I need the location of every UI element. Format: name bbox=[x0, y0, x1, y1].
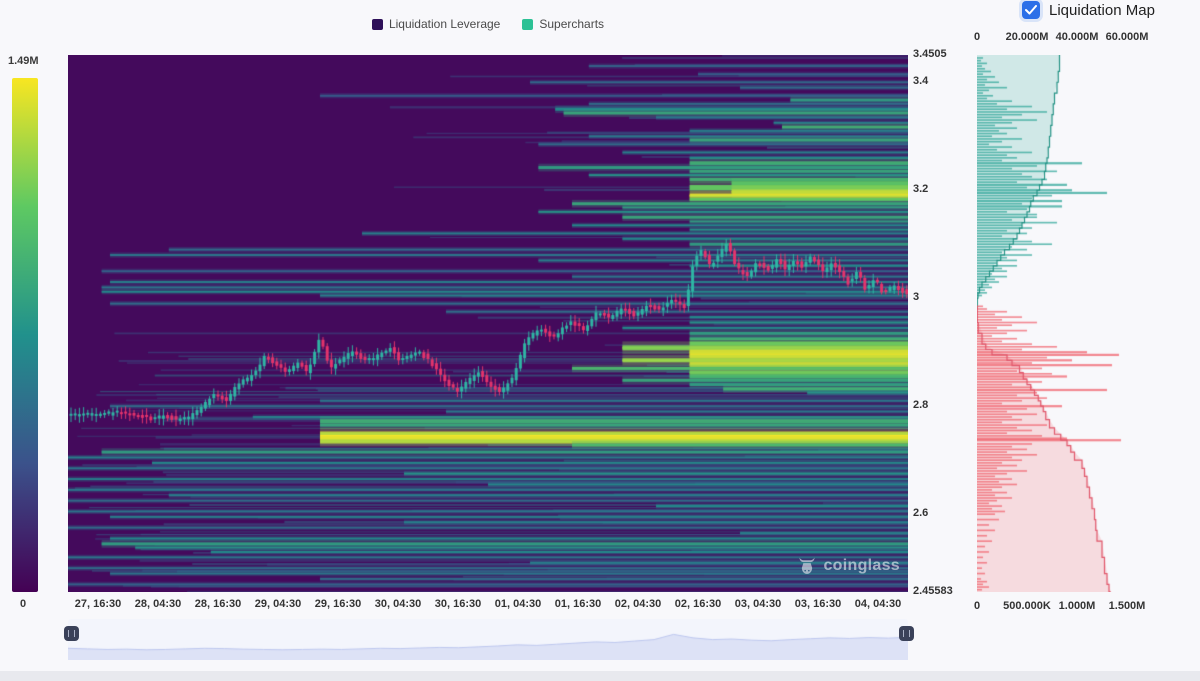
time-axis-tick: 02, 16:30 bbox=[674, 598, 722, 610]
per-level-liquidation-axis: 0 500.000K 1.000M 1.500M bbox=[973, 598, 1200, 612]
cumulative-liquidation-axis: 0 20.000M 40.000M 60.000M bbox=[973, 31, 1200, 45]
price-axis: 3.4505 3.4 3.2 3 2.8 2.6 2.45583 bbox=[913, 0, 973, 600]
time-axis-tick: 01, 04:30 bbox=[494, 598, 542, 610]
volume-axis-tick: 500.000K bbox=[1003, 600, 1051, 612]
liquidation-map-checkbox[interactable] bbox=[1022, 1, 1040, 19]
watermark-text: coinglass bbox=[823, 557, 900, 574]
time-axis-tick: 29, 16:30 bbox=[314, 598, 362, 610]
navigator-area-canvas[interactable] bbox=[68, 619, 908, 660]
legend-label: Liquidation Leverage bbox=[388, 17, 501, 31]
price-axis-tick: 2.45583 bbox=[913, 585, 953, 597]
bottom-divider-strip bbox=[0, 671, 1200, 681]
legend-item-supercharts[interactable]: Supercharts bbox=[522, 17, 604, 31]
grip-icon bbox=[903, 630, 910, 637]
heatmap-color-scale bbox=[12, 78, 38, 592]
time-axis: 27, 16:30 28, 04:30 28, 16:30 29, 04:30 29, … bbox=[68, 596, 908, 612]
price-axis-tick: 3.4 bbox=[913, 75, 929, 88]
cumulative-axis-tick: 0 bbox=[973, 31, 981, 43]
liquidation-map-toggle[interactable]: Liquidation Map bbox=[1022, 1, 1155, 19]
grip-icon bbox=[68, 630, 75, 637]
supercharts-swatch-icon bbox=[522, 18, 534, 30]
liquidation-leverage-swatch-icon bbox=[371, 18, 383, 30]
coinglass-bull-icon bbox=[799, 557, 815, 574]
price-axis-tick: 3.2 bbox=[913, 183, 929, 196]
colorbar-max-label: 1.49M bbox=[8, 55, 39, 67]
liquidation-heatmap-canvas[interactable] bbox=[68, 55, 908, 592]
time-axis-tick: 04, 04:30 bbox=[854, 598, 902, 610]
time-axis-tick: 03, 16:30 bbox=[794, 598, 842, 610]
legend-label: Supercharts bbox=[539, 17, 605, 31]
time-range-navigator[interactable] bbox=[64, 619, 914, 660]
legend-item-liquidation-leverage[interactable]: Liquidation Leverage bbox=[371, 17, 501, 31]
time-axis-tick: 30, 16:30 bbox=[434, 598, 482, 610]
chart-legend: Liquidation Leverage Supercharts bbox=[68, 14, 908, 34]
cumulative-axis-tick: 60.000M bbox=[1105, 31, 1149, 43]
cumulative-axis-tick: 20.000M bbox=[1005, 31, 1049, 43]
colorbar-min-label: 0 bbox=[20, 598, 27, 610]
time-axis-tick: 03, 04:30 bbox=[734, 598, 782, 610]
price-axis-tick: 3.4505 bbox=[913, 48, 947, 60]
liquidation-map-label: Liquidation Map bbox=[1049, 1, 1155, 19]
price-axis-tick: 2.8 bbox=[913, 399, 929, 412]
time-axis-tick: 28, 04:30 bbox=[134, 598, 182, 610]
time-axis-tick: 01, 16:30 bbox=[554, 598, 602, 610]
time-axis-tick: 02, 04:30 bbox=[614, 598, 662, 610]
check-icon bbox=[1025, 5, 1037, 15]
coinglass-watermark: coinglass bbox=[797, 556, 900, 576]
time-axis-tick: 30, 04:30 bbox=[374, 598, 422, 610]
volume-axis-tick: 0 bbox=[973, 600, 981, 612]
price-axis-tick: 3 bbox=[913, 291, 920, 304]
time-axis-tick: 28, 16:30 bbox=[194, 598, 242, 610]
liquidation-heatmap-chart[interactable]: coinglass bbox=[68, 55, 908, 592]
volume-axis-tick: 1.500M bbox=[1108, 600, 1146, 612]
volume-axis-tick: 1.000M bbox=[1058, 600, 1096, 612]
navigator-right-handle[interactable] bbox=[899, 626, 914, 641]
navigator-left-handle[interactable] bbox=[64, 626, 79, 641]
time-axis-tick: 29, 04:30 bbox=[254, 598, 302, 610]
price-axis-tick: 2.6 bbox=[913, 507, 929, 520]
liquidation-map-canvas[interactable] bbox=[977, 55, 1200, 592]
time-axis-tick: 27, 16:30 bbox=[74, 598, 122, 610]
cumulative-axis-tick: 40.000M bbox=[1055, 31, 1099, 43]
